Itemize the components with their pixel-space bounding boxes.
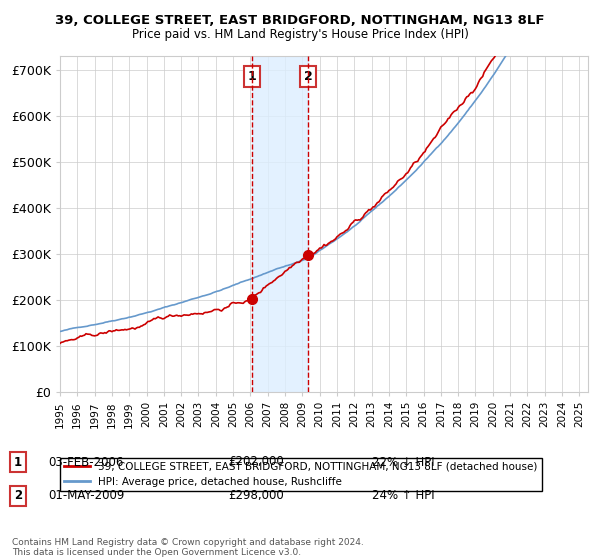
Bar [252, 56, 308, 392]
Text: 24% ↑ HPI: 24% ↑ HPI [372, 489, 434, 502]
Text: £202,000: £202,000 [228, 455, 284, 469]
Text: 2: 2 [304, 70, 313, 83]
Text: 1: 1 [247, 70, 256, 83]
Text: Price paid vs. HM Land Registry's House Price Index (HPI): Price paid vs. HM Land Registry's House … [131, 28, 469, 41]
Text: 2: 2 [14, 489, 22, 502]
Text: 01-MAY-2009: 01-MAY-2009 [48, 489, 124, 502]
Text: 22% ↓ HPI: 22% ↓ HPI [372, 455, 434, 469]
Text: 03-FEB-2006: 03-FEB-2006 [48, 455, 124, 469]
Text: Contains HM Land Registry data © Crown copyright and database right 2024.
This d: Contains HM Land Registry data © Crown c… [12, 538, 364, 557]
Text: £298,000: £298,000 [228, 489, 284, 502]
Legend: 39, COLLEGE STREET, EAST BRIDGFORD, NOTTINGHAM, NG13 8LF (detached house), HPI: : 39, COLLEGE STREET, EAST BRIDGFORD, NOTT… [60, 458, 542, 491]
Text: 1: 1 [14, 455, 22, 469]
Text: 39, COLLEGE STREET, EAST BRIDGFORD, NOTTINGHAM, NG13 8LF: 39, COLLEGE STREET, EAST BRIDGFORD, NOTT… [55, 14, 545, 27]
